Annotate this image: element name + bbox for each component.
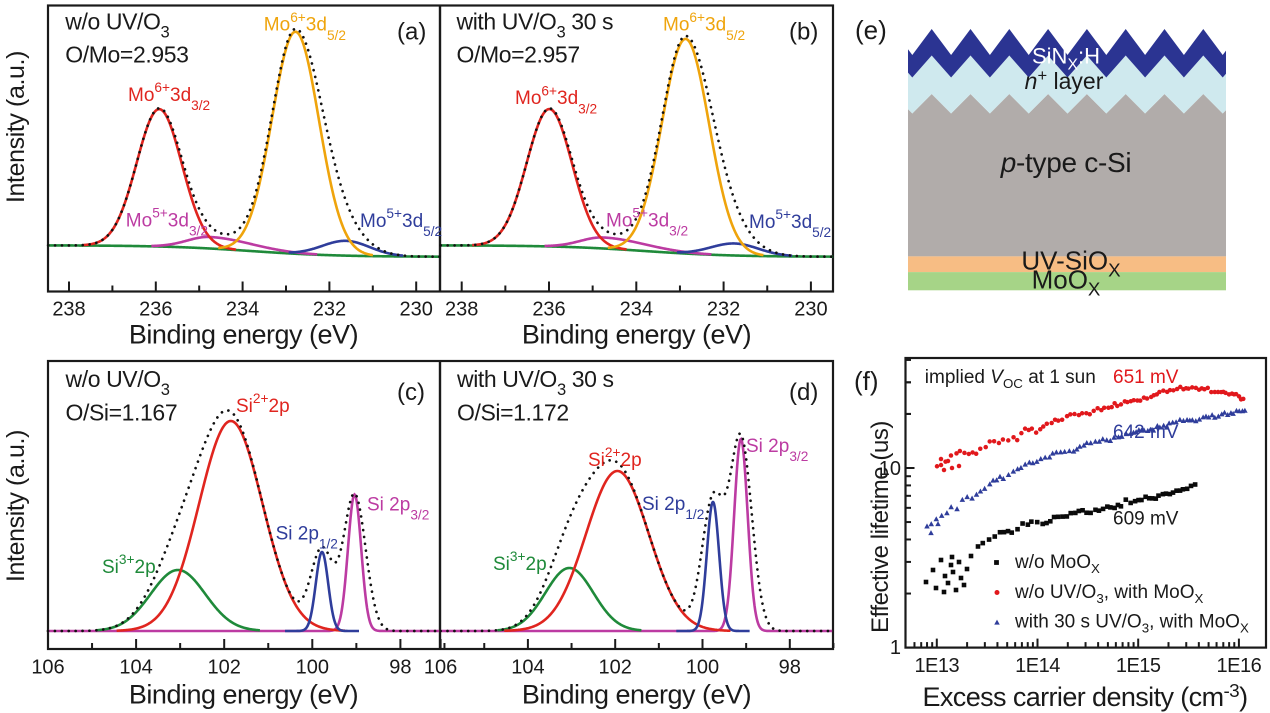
svg-text:230: 230 <box>794 299 827 321</box>
svg-text:102: 102 <box>599 657 632 679</box>
svg-text:98: 98 <box>779 657 801 679</box>
svg-text:236: 236 <box>139 299 172 321</box>
svg-text:106: 106 <box>31 657 64 679</box>
svg-text:102: 102 <box>208 657 241 679</box>
svg-text:100: 100 <box>296 657 329 679</box>
svg-text:UV-SiOX: UV-SiOX <box>1021 246 1121 281</box>
svg-text:w/o MoOX: w/o MoOX <box>1014 552 1100 576</box>
svg-text:Excess carrier density (cm-3): Excess carrier density (cm-3) <box>923 681 1248 712</box>
svg-text:Binding energy (eV): Binding energy (eV) <box>522 680 751 710</box>
svg-text:651 mV: 651 mV <box>1113 367 1179 388</box>
svg-text:(d): (d) <box>789 379 818 406</box>
svg-text:104: 104 <box>511 657 544 679</box>
svg-text:with 30 s UV/O3, with MoOX: with 30 s UV/O3, with MoOX <box>1014 612 1249 636</box>
svg-text:(c): (c) <box>397 379 425 406</box>
svg-text:10: 10 <box>879 458 901 480</box>
svg-text:O/Mo=2.953: O/Mo=2.953 <box>65 41 188 67</box>
svg-text:w/o UV/O3, with MoOX: w/o UV/O3, with MoOX <box>1014 582 1204 606</box>
svg-text:n+ layer: n+ layer <box>1025 66 1104 94</box>
svg-text:100: 100 <box>686 657 719 679</box>
svg-text:1E15: 1E15 <box>1116 655 1161 677</box>
svg-text:O/Si=1.167: O/Si=1.167 <box>66 400 178 426</box>
svg-text:O/Si=1.172: O/Si=1.172 <box>457 400 569 426</box>
svg-text:(a): (a) <box>397 18 426 45</box>
svg-text:106: 106 <box>424 657 457 679</box>
svg-text:104: 104 <box>119 657 152 679</box>
svg-text:1E14: 1E14 <box>1015 655 1060 677</box>
svg-text:Intensity (a.u.): Intensity (a.u.) <box>2 430 30 582</box>
svg-text:238: 238 <box>445 299 478 321</box>
svg-text:642 mV: 642 mV <box>1113 422 1179 443</box>
svg-text:1: 1 <box>890 637 901 659</box>
svg-text:Effective lifetime (us): Effective lifetime (us) <box>867 421 894 633</box>
svg-text:234: 234 <box>620 299 653 321</box>
svg-text:Si3+2p: Si3+2p <box>493 549 547 575</box>
svg-text:Intensity (a.u.): Intensity (a.u.) <box>2 51 30 203</box>
svg-text:234: 234 <box>226 299 259 321</box>
svg-text:p-type c-Si: p-type c-Si <box>1000 147 1132 178</box>
svg-text:230: 230 <box>400 299 433 321</box>
svg-text:609 mV: 609 mV <box>1113 509 1179 530</box>
svg-text:1E13: 1E13 <box>914 655 959 677</box>
svg-text:O/Mo=2.957: O/Mo=2.957 <box>457 41 580 67</box>
svg-text:Binding energy (eV): Binding energy (eV) <box>129 320 358 350</box>
svg-text:232: 232 <box>313 299 346 321</box>
svg-text:236: 236 <box>532 299 565 321</box>
svg-text:238: 238 <box>52 299 85 321</box>
svg-text:1E16: 1E16 <box>1217 655 1262 677</box>
svg-text:Binding energy (eV): Binding energy (eV) <box>522 320 751 350</box>
svg-text:(e): (e) <box>855 15 887 45</box>
svg-text:Binding energy (eV): Binding energy (eV) <box>129 680 358 710</box>
svg-text:232: 232 <box>707 299 740 321</box>
svg-text:(f): (f) <box>854 366 879 396</box>
svg-text:98: 98 <box>389 657 411 679</box>
svg-text:(b): (b) <box>789 18 818 45</box>
